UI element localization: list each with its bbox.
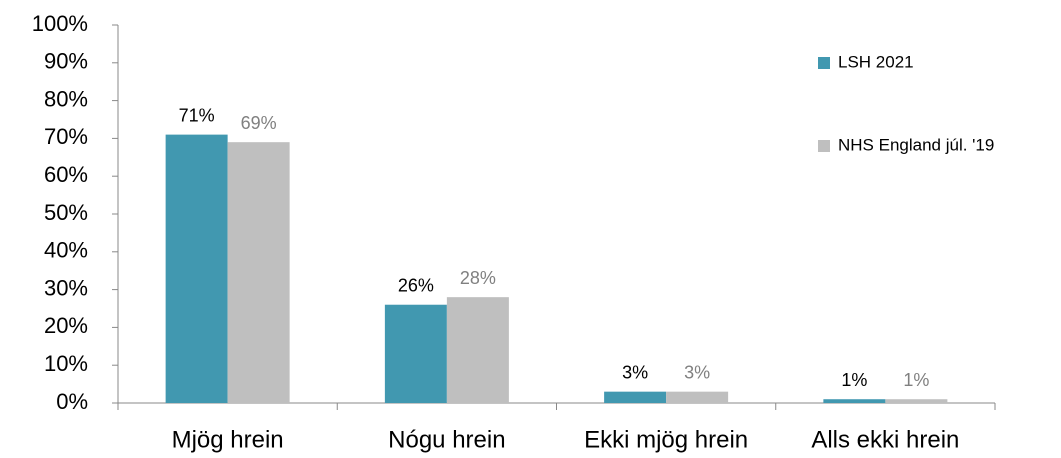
- legend-swatch: [818, 57, 830, 69]
- y-tick-label: 0%: [56, 389, 88, 414]
- value-label: 1%: [841, 370, 867, 390]
- bar: [604, 391, 667, 403]
- legend-swatch: [818, 140, 830, 152]
- y-tick-label: 30%: [44, 275, 88, 300]
- y-tick-label: 60%: [44, 162, 88, 187]
- y-tick-label: 20%: [44, 313, 88, 338]
- y-tick-label: 70%: [44, 124, 88, 149]
- bar: [384, 304, 447, 403]
- x-tick-label: Mjög hrein: [172, 426, 284, 453]
- value-label: 26%: [398, 275, 434, 295]
- y-tick-label: 90%: [44, 49, 88, 74]
- y-tick-label: 50%: [44, 200, 88, 225]
- value-label: 71%: [179, 105, 215, 125]
- value-label: 1%: [903, 370, 929, 390]
- y-tick-label: 40%: [44, 238, 88, 263]
- bar: [165, 134, 228, 403]
- x-tick-label: Nógu hrein: [388, 426, 505, 453]
- bar: [446, 297, 509, 403]
- y-tick-label: 100%: [32, 11, 88, 36]
- x-tick-label: Ekki mjög hrein: [584, 426, 748, 453]
- bar: [666, 391, 729, 403]
- bar: [823, 399, 886, 403]
- value-label: 28%: [460, 268, 496, 288]
- bar: [227, 142, 290, 403]
- value-label: 3%: [622, 362, 648, 382]
- legend-label: NHS England júl. '19: [838, 135, 994, 154]
- bar: [885, 399, 948, 403]
- y-tick-label: 10%: [44, 351, 88, 376]
- x-tick-label: Alls ekki hrein: [811, 426, 959, 453]
- value-label: 69%: [241, 113, 277, 133]
- legend-label: LSH 2021: [838, 52, 914, 71]
- y-tick-label: 80%: [44, 86, 88, 111]
- value-label: 3%: [684, 362, 710, 382]
